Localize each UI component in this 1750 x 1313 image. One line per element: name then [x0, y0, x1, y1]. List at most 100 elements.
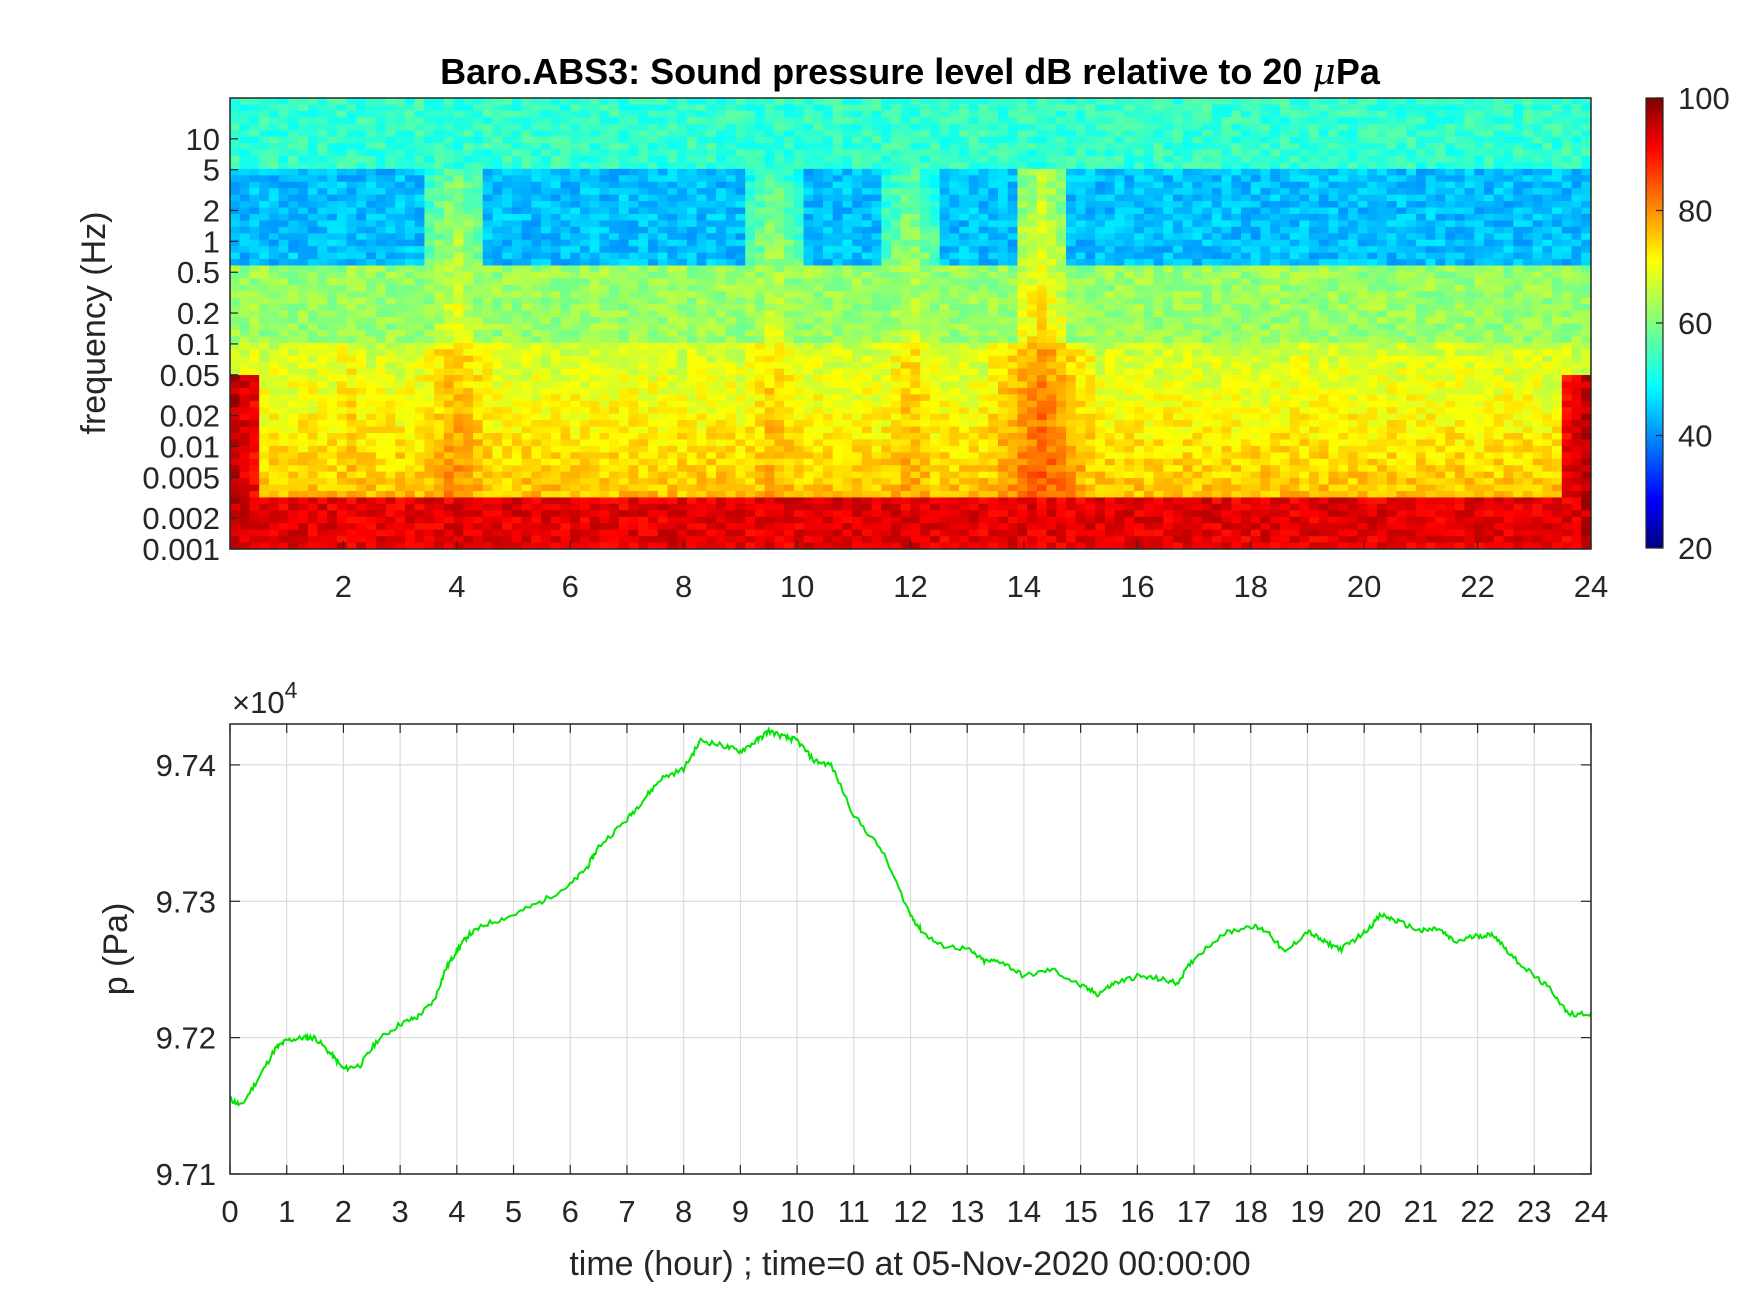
spectrogram-cell [725, 168, 737, 176]
spectrogram-cell [531, 483, 542, 492]
spectrogram-cell [541, 387, 552, 395]
spectrogram-cell [346, 110, 357, 118]
spectrogram-cell [239, 303, 251, 311]
spectrogram-cell [346, 206, 357, 214]
spectrogram-cell [754, 290, 766, 298]
spectrogram-cell [706, 387, 717, 395]
spectrogram-cell [852, 329, 863, 337]
spectrogram-cell [706, 123, 717, 131]
spectrogram-cell [453, 413, 464, 421]
spectrogram-cell [686, 252, 698, 260]
spectrogram-cell [307, 342, 319, 350]
spectrogram-cell [696, 136, 707, 144]
spectrogram-cell [920, 471, 931, 479]
spectrogram-cell [910, 239, 921, 247]
spectrogram-cell [677, 110, 688, 118]
spectrogram-cell [278, 329, 289, 337]
spectrogram-cell [716, 239, 727, 247]
spectrogram-cell [793, 168, 805, 176]
spectrogram-cell [502, 471, 513, 479]
spectrogram-cell [502, 200, 513, 208]
spectrogram-cell [774, 490, 785, 498]
spectrogram-cell [774, 277, 785, 285]
spectrogram-cell [404, 277, 416, 285]
spectrogram-cell [395, 535, 406, 543]
spectrogram-cell [657, 181, 669, 189]
spectrogram-cell [774, 219, 785, 227]
spectrogram-cell [832, 516, 844, 524]
spectrogram-cell [861, 103, 873, 111]
spectrogram-cell [686, 264, 698, 272]
spectrogram-cell [774, 393, 785, 401]
spectrogram-cell [424, 232, 435, 240]
spectrogram-cell [521, 477, 532, 485]
spectrogram-cell [249, 509, 260, 517]
spectrogram-cell [813, 206, 824, 214]
spectrogram-cell [327, 245, 338, 253]
spectrogram-cell [560, 187, 571, 195]
spectrogram-cell [278, 522, 289, 530]
spectrogram-cell [492, 425, 503, 434]
spectrogram-cell [861, 206, 873, 214]
spectrogram-cell [239, 374, 251, 382]
spectrogram-cell [414, 355, 426, 363]
spectrogram-cell [336, 277, 348, 285]
spectrogram-cell [920, 503, 931, 511]
spectrogram-cell [298, 290, 309, 298]
spectrogram-cell [404, 503, 416, 511]
spectrogram-cell [784, 245, 795, 253]
spectrogram-cell [842, 413, 853, 421]
spectrogram-cell [823, 413, 834, 421]
spectrogram-cell [609, 329, 620, 337]
spectrogram-cell [531, 129, 542, 137]
spectrogram-cell [813, 142, 824, 150]
spectrogram-cell [920, 451, 931, 459]
spectrogram-cell [842, 239, 853, 247]
spectrogram-cell [667, 458, 678, 466]
spectrogram-cell [375, 245, 387, 253]
spectrogram-cell [813, 290, 824, 298]
spectrogram-cell [891, 194, 902, 202]
spectrogram-cell [346, 535, 357, 543]
spectrogram-cell [502, 303, 513, 311]
spectrogram-cell [356, 310, 367, 318]
spectrogram-cell [307, 264, 319, 272]
spectrogram-cell [541, 451, 552, 459]
spectrogram-cell [696, 200, 707, 208]
spectrogram-cell [667, 161, 678, 169]
spectrogram-cell [754, 529, 766, 537]
spectrogram-cell [239, 310, 251, 318]
spectrogram-cell [618, 335, 630, 343]
spectrogram-cell [570, 168, 581, 176]
spectrogram-cell [764, 348, 775, 356]
spectrogram-cell [404, 194, 416, 202]
spectrogram-cell [803, 393, 814, 401]
spectrogram-cell [686, 303, 698, 311]
spectrogram-cell [346, 451, 357, 459]
spectrogram-cell [696, 329, 707, 337]
spectrogram-cell [920, 445, 931, 453]
spectrogram-cell [356, 445, 367, 453]
spectrogram-cell [735, 458, 746, 466]
spectrogram-cell [434, 413, 445, 421]
spectrogram-cell [443, 509, 455, 517]
spectrogram-cell [696, 181, 707, 189]
spectrogram-cell [764, 142, 775, 150]
spectrogram-cell [404, 335, 416, 343]
spectrogram-cell [434, 168, 445, 176]
spectrogram-cell [531, 406, 542, 414]
spectrogram-cell [560, 110, 571, 118]
spectrogram-cell [424, 310, 435, 318]
spectrogram-cell [570, 213, 581, 221]
spectrogram-cell [288, 245, 299, 253]
spectrogram-cell [327, 103, 338, 111]
spectrogram-cell [609, 142, 620, 150]
spectrogram-cell [910, 438, 921, 446]
spectrogram-cell [764, 239, 775, 247]
spectrogram-cell [424, 374, 435, 382]
spectrogram-cell [677, 509, 688, 517]
spectrogram-cell [239, 271, 251, 279]
spectrogram-cell [793, 348, 805, 356]
spectrogram-cell [395, 361, 406, 369]
spectrogram-cell [861, 310, 873, 318]
